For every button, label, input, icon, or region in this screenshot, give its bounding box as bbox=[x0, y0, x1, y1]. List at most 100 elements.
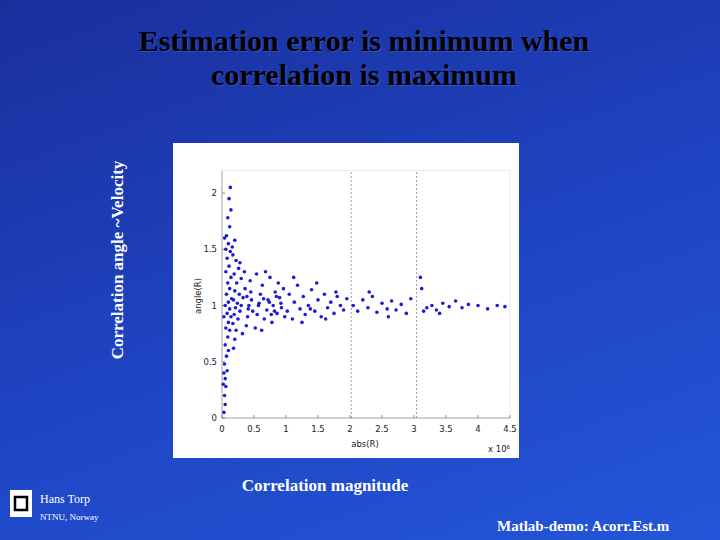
frame-top bbox=[222, 170, 510, 171]
x-tick-label: 4 bbox=[475, 424, 480, 434]
x-multiplier: x 10⁶ bbox=[488, 444, 511, 454]
point bbox=[287, 292, 291, 296]
point bbox=[324, 317, 328, 321]
point bbox=[249, 290, 253, 294]
point bbox=[227, 300, 231, 304]
point bbox=[315, 281, 319, 285]
y-tick-label: 1 bbox=[212, 301, 217, 311]
point bbox=[227, 242, 231, 246]
point bbox=[229, 186, 233, 190]
point bbox=[323, 292, 327, 296]
point bbox=[239, 304, 243, 308]
point bbox=[279, 301, 283, 305]
x-tick-label: 2.5 bbox=[375, 424, 389, 434]
point bbox=[238, 309, 242, 313]
point bbox=[435, 308, 439, 312]
point bbox=[223, 236, 227, 240]
point bbox=[342, 308, 346, 312]
point bbox=[227, 197, 231, 201]
point bbox=[268, 276, 272, 280]
y-axis-label: angle(R) bbox=[193, 278, 203, 314]
y-caption: Correlation angle ~Velocity bbox=[108, 160, 127, 359]
point bbox=[236, 317, 240, 321]
x-tick-label: 4.5 bbox=[503, 424, 517, 434]
point bbox=[232, 346, 236, 350]
point bbox=[229, 250, 233, 254]
point bbox=[222, 315, 226, 319]
x-tick bbox=[222, 415, 223, 418]
point bbox=[367, 290, 371, 294]
point bbox=[239, 277, 243, 281]
point bbox=[241, 296, 245, 300]
point bbox=[425, 306, 429, 310]
point bbox=[241, 332, 245, 336]
point bbox=[291, 317, 295, 321]
point bbox=[380, 301, 384, 305]
point bbox=[366, 306, 370, 310]
point bbox=[260, 328, 264, 332]
point bbox=[223, 343, 227, 347]
point bbox=[223, 394, 227, 398]
point bbox=[375, 310, 379, 314]
x-axis bbox=[222, 418, 510, 419]
point bbox=[233, 289, 237, 293]
point bbox=[237, 267, 241, 271]
point bbox=[228, 287, 232, 291]
point bbox=[229, 315, 233, 319]
point bbox=[430, 304, 434, 308]
point bbox=[255, 272, 259, 276]
point bbox=[334, 290, 338, 294]
point bbox=[271, 304, 275, 308]
point bbox=[233, 238, 237, 242]
point bbox=[225, 312, 229, 316]
point bbox=[399, 303, 403, 307]
point bbox=[309, 307, 313, 311]
point bbox=[277, 281, 281, 285]
point bbox=[409, 297, 413, 301]
point bbox=[255, 313, 259, 317]
point bbox=[351, 304, 355, 308]
affiliation: NTNU, Norway bbox=[40, 512, 99, 522]
x-tick bbox=[318, 415, 319, 418]
point bbox=[273, 309, 277, 313]
point bbox=[303, 313, 307, 317]
point bbox=[476, 304, 480, 308]
point bbox=[237, 292, 241, 296]
point bbox=[316, 298, 320, 302]
point bbox=[228, 225, 232, 229]
plot-panel bbox=[173, 143, 519, 458]
x-tick bbox=[414, 415, 415, 418]
point bbox=[230, 245, 234, 249]
point bbox=[261, 283, 265, 287]
point bbox=[454, 299, 458, 303]
point bbox=[228, 328, 232, 332]
y-tick bbox=[222, 361, 225, 362]
point bbox=[224, 326, 228, 330]
point bbox=[229, 208, 233, 212]
point bbox=[285, 309, 289, 313]
point bbox=[339, 304, 343, 308]
point bbox=[264, 270, 268, 274]
title: Estimation error is minimum when correla… bbox=[122, 24, 606, 92]
reference-line bbox=[351, 171, 352, 419]
frame-right bbox=[510, 171, 511, 419]
point bbox=[385, 307, 389, 311]
point bbox=[292, 276, 296, 280]
point bbox=[226, 216, 230, 220]
point bbox=[270, 321, 274, 325]
point bbox=[335, 295, 339, 299]
x-tick-label: 2 bbox=[347, 424, 352, 434]
point bbox=[245, 295, 249, 299]
y-tick-label: 0.5 bbox=[203, 357, 217, 367]
point bbox=[238, 261, 242, 265]
x-tick-label: 3 bbox=[411, 424, 416, 434]
point bbox=[225, 354, 229, 358]
point bbox=[422, 309, 426, 313]
point bbox=[223, 362, 227, 366]
point bbox=[278, 296, 282, 300]
point bbox=[282, 287, 286, 291]
reference-line bbox=[416, 171, 417, 419]
point bbox=[275, 295, 279, 299]
point bbox=[307, 304, 311, 308]
y-tick-label: 0 bbox=[212, 413, 217, 423]
